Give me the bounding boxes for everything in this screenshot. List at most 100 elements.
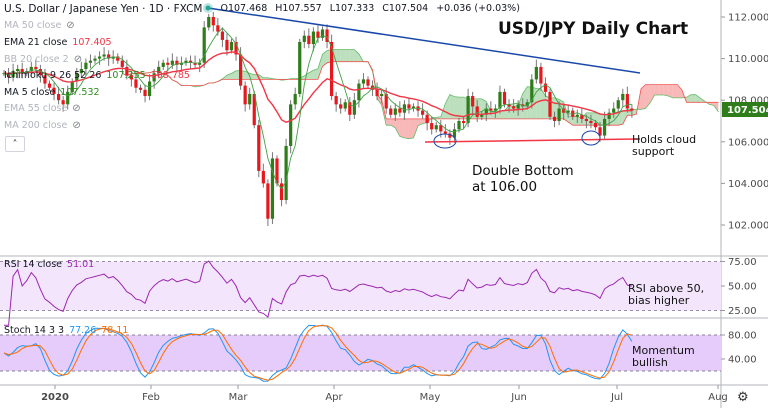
candle[interactable] [252,93,256,126]
candle[interactable] [311,31,315,45]
candle[interactable] [88,60,93,63]
candle[interactable] [357,83,361,101]
candle[interactable] [266,183,270,219]
eye-off-icon[interactable]: ⊘ [66,20,75,31]
candle[interactable] [188,60,193,63]
candle[interactable] [375,89,379,97]
candle[interactable] [625,93,629,109]
candle[interactable] [398,108,402,113]
candle[interactable] [97,56,102,59]
candle[interactable] [175,60,179,65]
candle[interactable] [116,56,120,61]
candle[interactable] [284,145,288,201]
candle[interactable] [366,79,370,86]
candle[interactable] [307,35,311,45]
candle[interactable] [484,108,488,115]
eye-off-icon[interactable]: ⊘ [73,54,83,65]
candle[interactable] [157,66,161,74]
candle[interactable] [120,60,124,67]
candle[interactable] [352,100,356,115]
candle[interactable] [480,114,484,117]
candle[interactable] [516,104,520,109]
candle[interactable] [298,41,302,94]
candle[interactable] [407,104,411,109]
candle[interactable] [75,73,79,82]
settings-gear-icon[interactable]: ⚙ [737,390,749,405]
legend-ema55[interactable]: EMA 55 close ⊘ [4,103,81,114]
candle[interactable] [257,125,261,171]
candle[interactable] [134,79,138,88]
candle[interactable] [421,110,425,115]
trendline-handle[interactable] [205,5,211,11]
candle[interactable] [552,116,557,121]
candle[interactable] [598,127,602,136]
eye-off-icon[interactable]: ⊘ [72,103,81,114]
candle[interactable] [334,96,338,105]
candle[interactable] [66,91,70,105]
candle[interactable] [439,125,443,132]
candle[interactable] [452,129,457,138]
candle[interactable] [34,66,38,69]
candle[interactable] [425,114,429,124]
candle[interactable] [580,114,584,119]
rsi-legend[interactable]: RSI 14 close 51.01 [4,259,94,270]
candle[interactable] [603,118,607,136]
candle[interactable] [534,66,538,80]
legend-ma50[interactable]: MA 50 close ⊘ [4,20,75,31]
support-line[interactable] [424,138,641,143]
candle[interactable] [261,170,265,184]
collapse-legend-button[interactable]: ˄ [5,136,25,152]
candle[interactable] [457,121,461,130]
candle[interactable] [466,96,470,124]
candle[interactable] [229,41,234,51]
candle[interactable] [20,69,24,74]
legend-ma200[interactable]: MA 200 close ⊘ [4,120,81,131]
candle[interactable] [125,66,129,76]
candle[interactable] [198,62,202,65]
candle[interactable] [348,102,352,115]
stoch-legend[interactable]: Stoch 14 3 3 77.26 78.11 [4,325,128,336]
candle[interactable] [225,39,229,51]
candle[interactable] [361,79,366,84]
candle[interactable] [29,66,33,72]
candle[interactable] [593,123,598,128]
eye-off-icon[interactable]: ⊘ [72,120,81,131]
candle[interactable] [434,125,438,130]
candle[interactable] [248,93,252,105]
candle[interactable] [411,106,416,109]
candle[interactable] [589,121,593,124]
candle[interactable] [521,104,525,107]
candle[interactable] [448,133,452,138]
candle[interactable] [211,17,215,26]
candle[interactable] [330,41,334,97]
candle[interactable] [93,58,97,61]
candle[interactable] [16,69,20,72]
candle[interactable] [584,118,588,121]
candle[interactable] [152,73,156,82]
candle[interactable] [548,91,552,117]
candle[interactable] [184,60,188,63]
legend-ema21[interactable]: EMA 21 close 107.405 [4,37,112,48]
candle[interactable] [166,62,170,65]
candle[interactable] [489,108,493,111]
candle[interactable] [70,81,74,92]
candle[interactable] [566,110,570,113]
legend-ma5[interactable]: MA 5 close 107.532 [4,87,100,98]
candle[interactable] [111,56,115,59]
candle[interactable] [79,69,83,74]
candle[interactable] [471,96,475,107]
symbol-title[interactable]: U.S. Dollar / Japanese Yen · 1D · FXCM [4,3,203,15]
candle[interactable] [539,66,543,84]
candle[interactable] [170,60,174,65]
candle[interactable] [302,35,306,42]
candle[interactable] [52,87,56,94]
candle[interactable] [84,62,88,69]
candle[interactable] [343,102,347,109]
candle[interactable] [557,108,561,121]
candle[interactable] [293,93,297,105]
candle[interactable] [630,108,634,111]
resistance-trendline[interactable] [207,7,641,74]
candle[interactable] [502,91,507,105]
candle[interactable] [102,54,106,57]
